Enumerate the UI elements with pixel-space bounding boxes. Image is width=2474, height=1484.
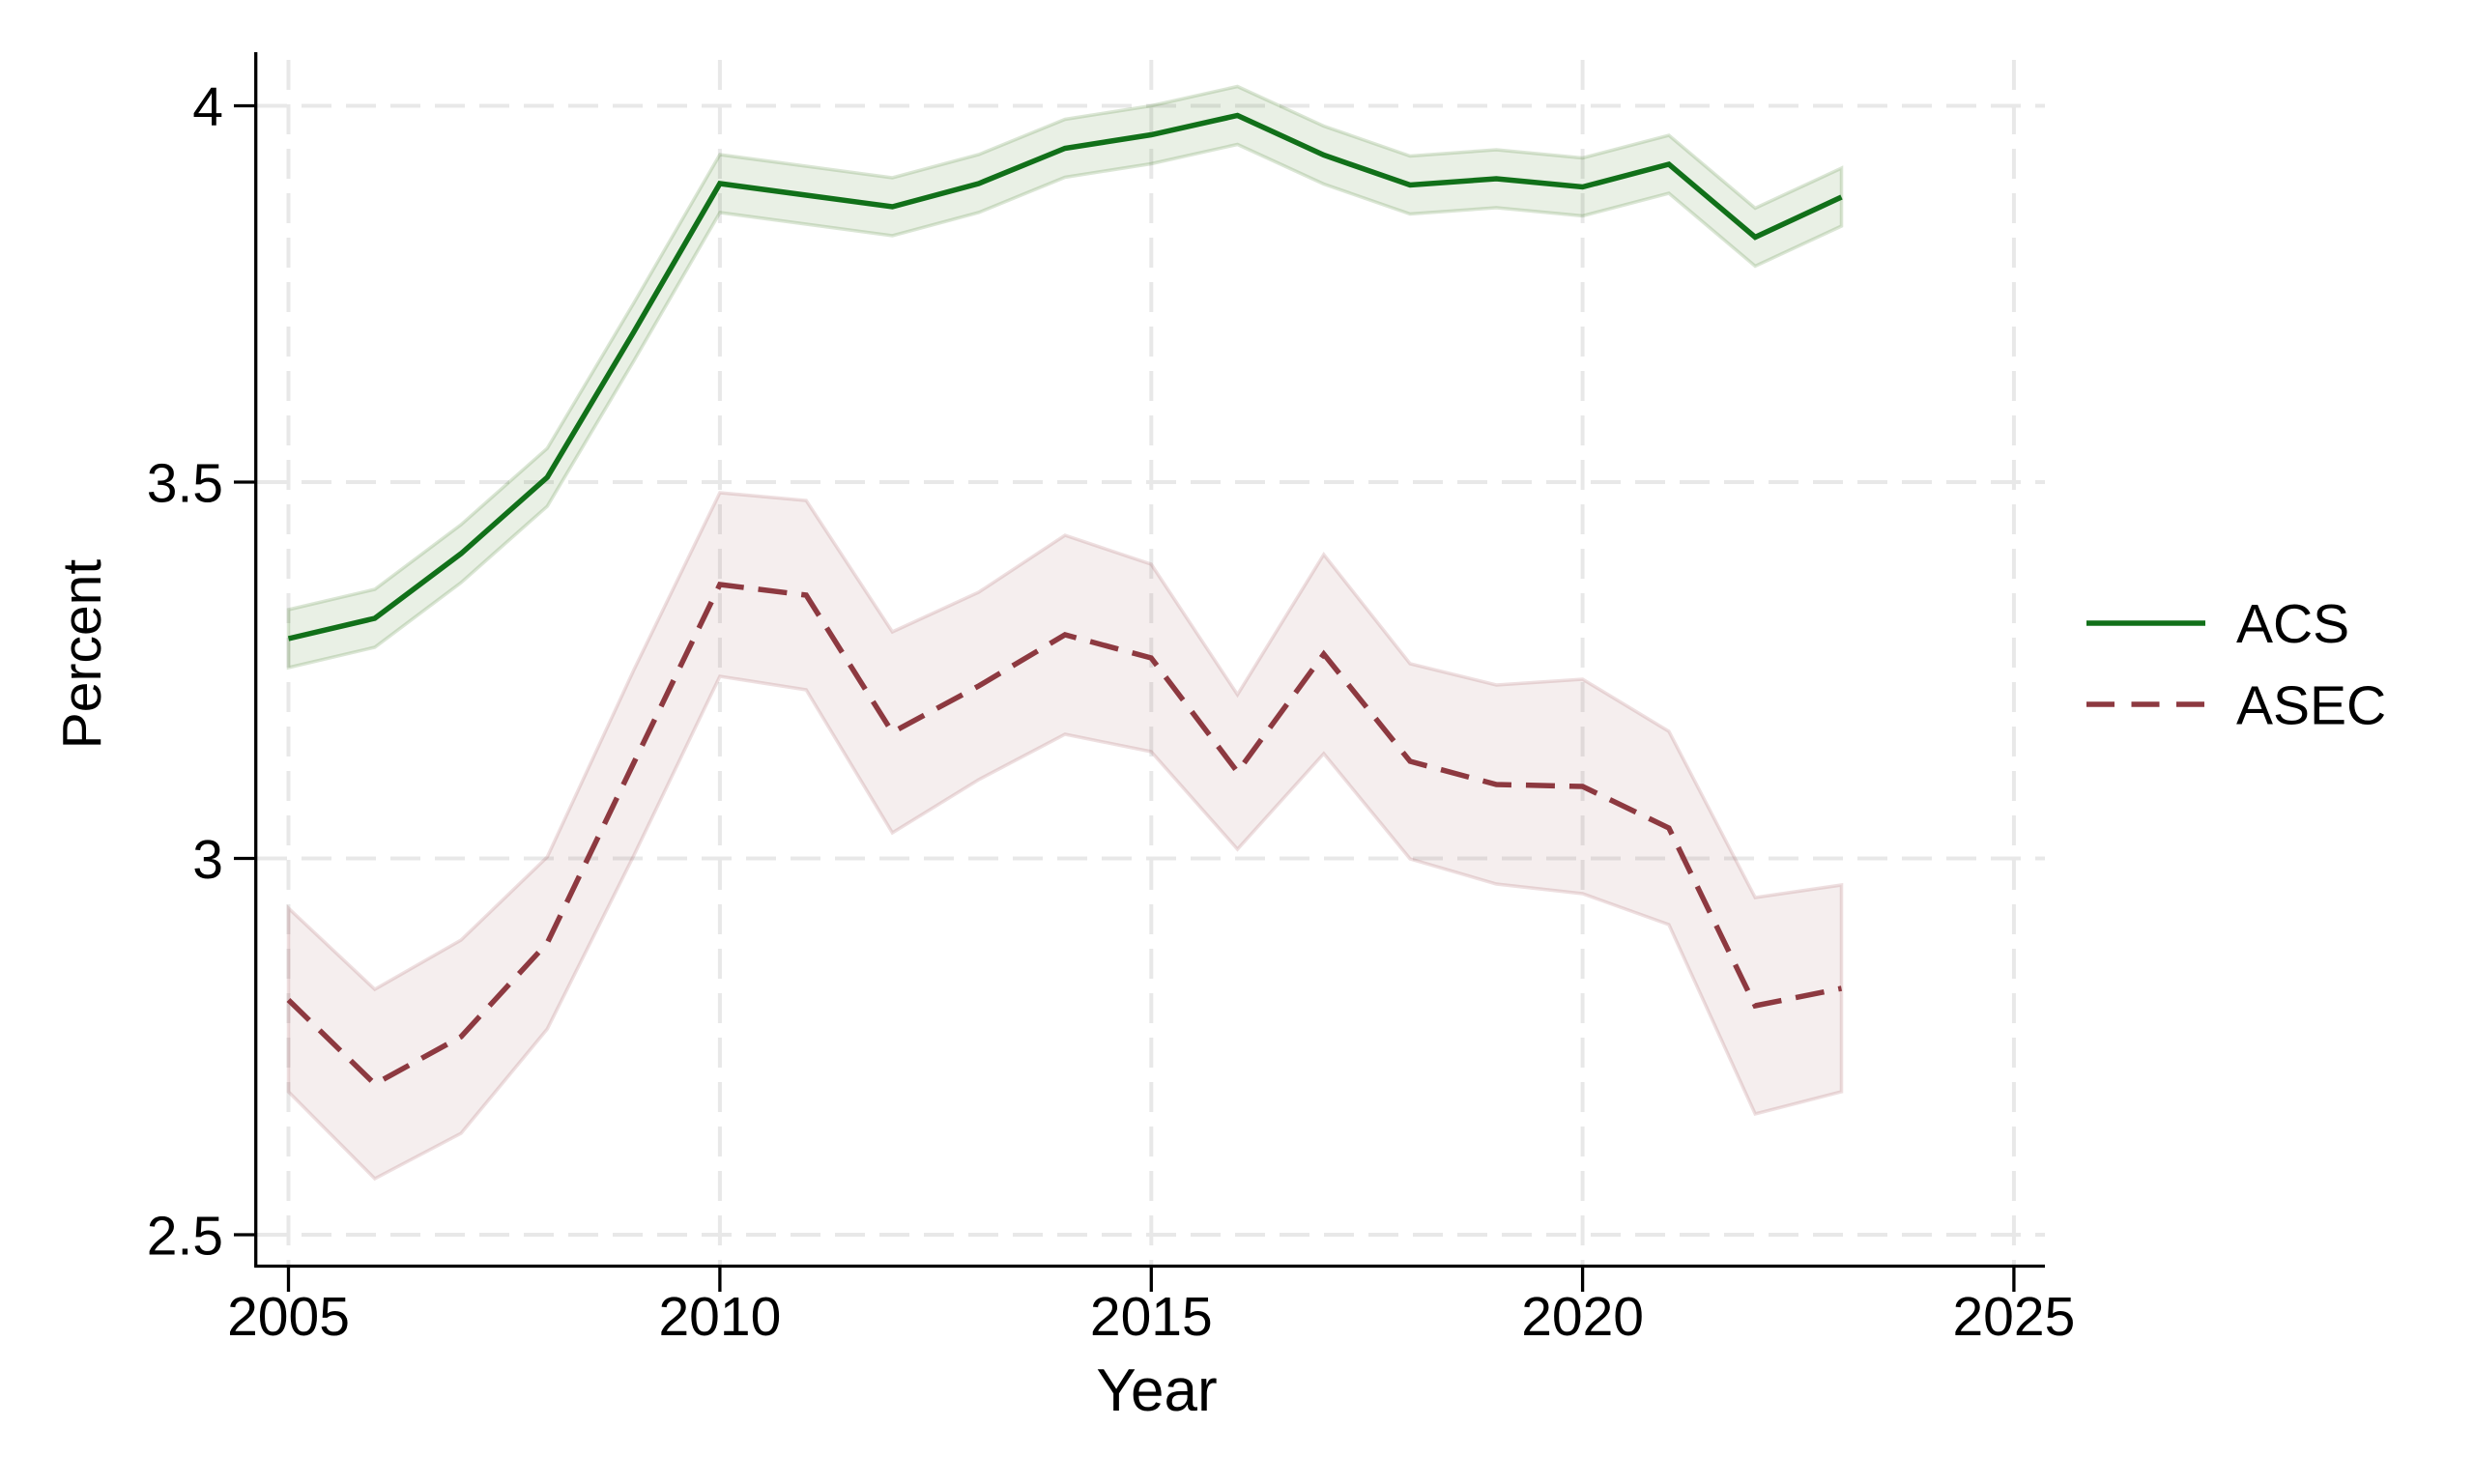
svg-text:2025: 2025 bbox=[1952, 1286, 2075, 1348]
svg-text:2015: 2015 bbox=[1090, 1286, 1213, 1348]
svg-text:2005: 2005 bbox=[227, 1286, 350, 1348]
svg-text:3: 3 bbox=[192, 829, 223, 891]
svg-text:2020: 2020 bbox=[1521, 1286, 1644, 1348]
svg-text:ASEC: ASEC bbox=[2236, 675, 2386, 737]
svg-text:3.5: 3.5 bbox=[147, 453, 223, 515]
svg-text:2010: 2010 bbox=[658, 1286, 781, 1348]
svg-text:4: 4 bbox=[192, 76, 223, 138]
svg-text:ACS: ACS bbox=[2236, 593, 2349, 655]
svg-text:Percent: Percent bbox=[51, 559, 113, 750]
svg-text:Year: Year bbox=[1096, 1357, 1217, 1424]
svg-text:2.5: 2.5 bbox=[147, 1206, 223, 1268]
